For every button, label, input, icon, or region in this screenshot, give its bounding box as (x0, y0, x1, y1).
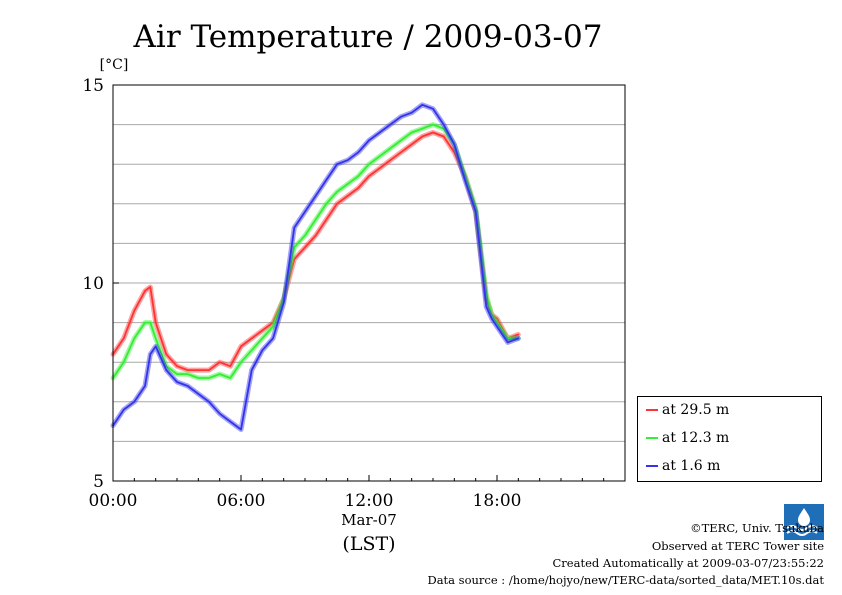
credit-created: Created Automatically at 2009-03-07/23:5… (552, 556, 825, 570)
legend-label: at 29.5 m (662, 402, 730, 418)
x-tick-label: 06:00 (217, 491, 266, 511)
series-band-0 (110, 130, 521, 373)
credit-copyright: ©TERC, Univ. Tsukuba (690, 521, 824, 535)
credit-source: Data source : /home/hojyo/new/TERC-data/… (427, 573, 824, 587)
x-axis-label: (LST) (342, 533, 395, 555)
x-tick-label: 12:00 (345, 491, 394, 511)
legend-item-29-5m: at 29.5 m (646, 400, 729, 420)
series-line-0 (112, 131, 520, 372)
y-tick-label: 5 (93, 472, 104, 492)
legend-swatch-red (646, 409, 658, 411)
chart-title: Air Temperature / 2009-03-07 (133, 19, 603, 55)
x-tick-label: 00:00 (89, 491, 138, 511)
legend-label: at 12.3 m (662, 430, 730, 446)
y-tick-label: 15 (82, 76, 104, 96)
series-line-2 (112, 103, 520, 431)
legend-swatch-green (646, 437, 658, 439)
series-lines (110, 102, 521, 432)
legend-item-12-3m: at 12.3 m (646, 428, 729, 448)
legend-label: at 1.6 m (662, 458, 721, 474)
x-tick-label: 18:00 (473, 491, 522, 511)
legend-item-1-6m: at 1.6 m (646, 456, 720, 476)
axis-ticks: 00:00 06:00 12:00 18:00 5 10 15 (82, 76, 626, 511)
x-date-label: Mar-07 (341, 511, 397, 529)
credit-observed: Observed at TERC Tower site (651, 539, 824, 553)
y-axis-label: [°C] (100, 57, 129, 73)
y-tick-label: 10 (82, 274, 104, 294)
grid-lines (113, 124, 625, 442)
terc-logo-icon (784, 504, 824, 540)
legend-swatch-blue (646, 465, 658, 467)
legend: at 29.5 m at 12.3 m at 1.6 m (637, 396, 822, 482)
